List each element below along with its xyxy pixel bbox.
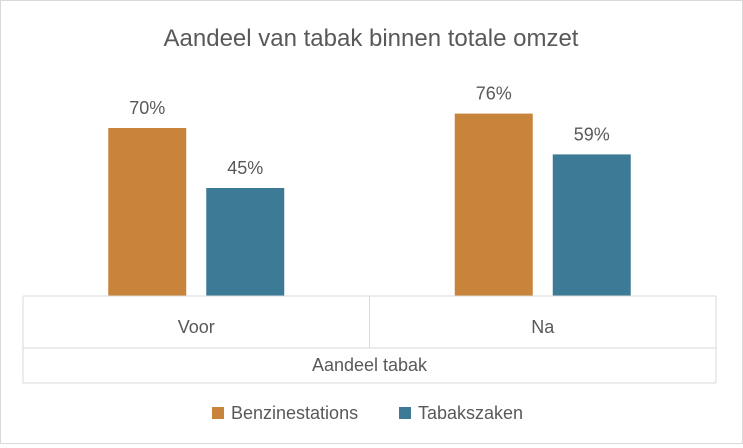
legend: Benzinestations Tabakszaken bbox=[212, 403, 523, 423]
bar-benzinestations-voor bbox=[108, 128, 187, 296]
bar-benzinestations-na bbox=[454, 113, 533, 296]
data-labels-layer: 70% 45% 76% 59% bbox=[129, 84, 610, 178]
legend-label: Tabakszaken bbox=[418, 403, 523, 423]
bars-layer bbox=[108, 113, 631, 296]
category-group-label: Aandeel tabak bbox=[312, 355, 428, 375]
legend-label: Benzinestations bbox=[231, 403, 358, 423]
category-axis: Voor Na Aandeel tabak bbox=[22, 295, 717, 384]
bar-tabakszaken-na bbox=[552, 154, 631, 296]
chart-title: Aandeel van tabak binnen totale omzet bbox=[164, 25, 579, 52]
data-label: 45% bbox=[227, 158, 263, 178]
data-label: 59% bbox=[574, 124, 610, 144]
data-label: 76% bbox=[476, 84, 512, 104]
legend-swatch bbox=[212, 407, 224, 419]
bar-tabakszaken-voor bbox=[206, 188, 285, 296]
category-label: Na bbox=[531, 317, 555, 337]
category-label: Voor bbox=[178, 317, 215, 337]
data-label: 70% bbox=[129, 98, 165, 118]
legend-swatch bbox=[399, 407, 411, 419]
